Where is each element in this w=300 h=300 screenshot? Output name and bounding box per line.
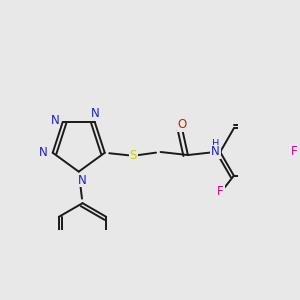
- Text: N: N: [78, 173, 87, 187]
- Text: F: F: [291, 146, 298, 158]
- Text: N: N: [51, 114, 59, 127]
- Text: S: S: [130, 149, 137, 162]
- Text: N: N: [211, 146, 220, 158]
- Text: N: N: [90, 107, 99, 120]
- Text: O: O: [178, 118, 187, 131]
- Text: H: H: [212, 139, 219, 148]
- Text: N: N: [39, 146, 48, 159]
- Text: F: F: [217, 185, 224, 198]
